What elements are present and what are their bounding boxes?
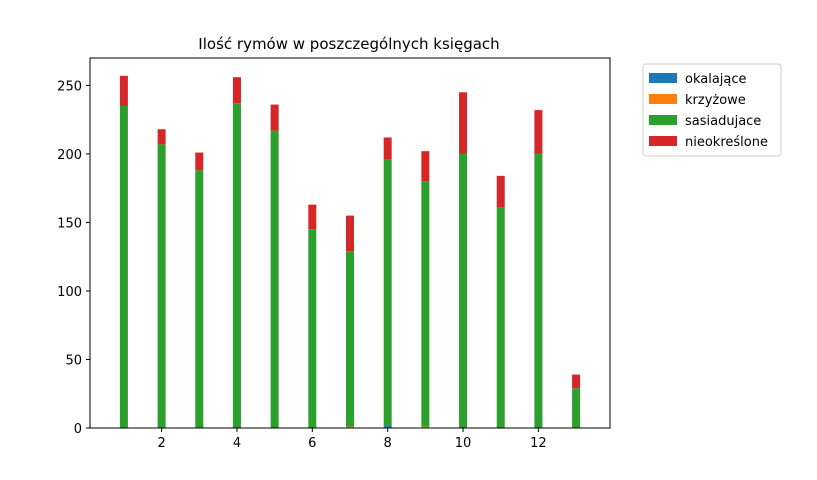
bar-nieokreślone-6 <box>308 204 317 230</box>
bar-nieokreślone-1 <box>119 75 128 106</box>
bar-nieokreślone-4 <box>232 77 241 104</box>
bar-sasiadujace-9 <box>421 181 430 427</box>
y-tick-label-50: 50 <box>65 353 82 368</box>
y-tick-label-150: 150 <box>57 216 82 231</box>
axes-group: 2 4 6 8 10 12 0 50 100 150 200 250 <box>57 57 611 451</box>
y-tick-label-200: 200 <box>57 148 82 163</box>
bar-sasiadujace-4 <box>232 103 241 428</box>
x-tick-label-8: 8 <box>384 436 392 451</box>
x-tick-label-10: 10 <box>455 436 472 451</box>
x-tick-label-12: 12 <box>530 436 547 451</box>
bar-krzyżowe-9 <box>421 426 430 428</box>
plot-frame <box>89 57 611 429</box>
legend-label-okalające: okalające <box>685 72 747 87</box>
bar-nieokreślone-3 <box>195 152 204 171</box>
x-tick-label-2: 2 <box>157 436 165 451</box>
bar-sasiadujace-7 <box>346 251 354 427</box>
chart-title: Ilość rymów w poszczególnych księgach <box>198 35 499 53</box>
bar-sasiadujace-5 <box>270 130 279 428</box>
legend-swatch-nieokreślone <box>649 136 677 146</box>
bar-sasiadujace-12 <box>534 153 543 429</box>
bar-sasiadujace-2 <box>157 144 166 429</box>
legend-label-sasiadujace: sasiadujace <box>685 114 761 129</box>
y-tick-label-100: 100 <box>57 285 82 300</box>
y-tick-label-0: 0 <box>74 422 82 437</box>
bar-sasiadujace-8 <box>383 159 392 426</box>
legend-swatch-okalające <box>649 73 677 83</box>
bar-nieokreślone-12 <box>534 110 543 154</box>
bar-krzyżowe-7 <box>346 426 354 428</box>
bar-sasiadujace-11 <box>496 207 505 428</box>
bar-nieokreślone-7 <box>346 215 354 252</box>
bar-sasiadujace-10 <box>459 153 468 429</box>
legend: okalające krzyżowe sasiadujace nieokreślone <box>642 63 782 157</box>
legend-label-nieokreślone: nieokreślone <box>685 135 768 150</box>
legend-swatch-krzyżowe <box>649 94 677 104</box>
bar-sasiadujace-3 <box>195 170 204 429</box>
x-tick-label-4: 4 <box>233 436 241 451</box>
bar-sasiadujace-1 <box>119 105 128 429</box>
bar-nieokreślone-8 <box>383 137 392 160</box>
bar-nieokreślone-10 <box>459 92 468 154</box>
x-tick-label-6: 6 <box>308 436 316 451</box>
y-tick-label-250: 250 <box>57 79 82 94</box>
bar-nieokreślone-2 <box>157 129 166 145</box>
bar-nieokreślone-9 <box>421 151 430 182</box>
bars-group <box>119 75 581 429</box>
legend-swatch-sasiadujace <box>649 115 677 125</box>
bar-okalające-8 <box>383 425 392 428</box>
legend-box <box>642 63 782 157</box>
bar-nieokreślone-5 <box>270 104 279 131</box>
legend-label-krzyżowe: krzyżowe <box>685 93 746 108</box>
bar-sasiadujace-13 <box>572 388 581 428</box>
bar-sasiadujace-6 <box>308 229 317 428</box>
bar-nieokreślone-11 <box>496 175 505 208</box>
bar-nieokreślone-13 <box>572 374 581 389</box>
